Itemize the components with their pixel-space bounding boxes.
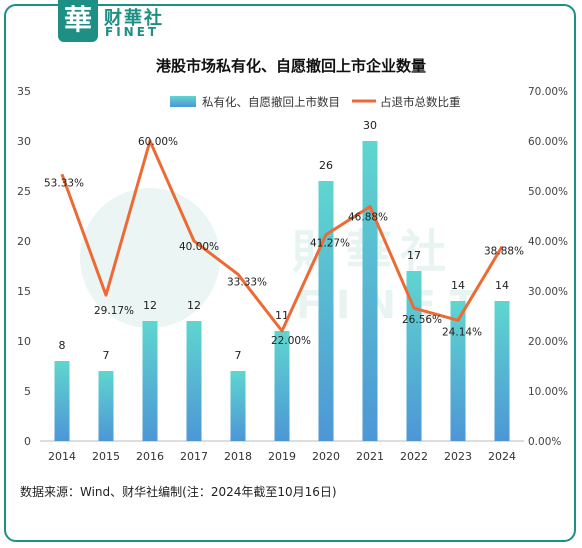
legend-label-bars: 私有化、自愿撤回上市数目 xyxy=(202,95,340,109)
x-tick-label: 2016 xyxy=(136,450,164,463)
x-tick-label: 2022 xyxy=(400,450,428,463)
bar-data-label: 7 xyxy=(235,349,242,362)
x-tick-label: 2024 xyxy=(488,450,516,463)
line-point xyxy=(501,246,503,248)
bar-data-label: 8 xyxy=(59,339,66,352)
source-footnote: 数据来源：Wind、财华社编制(注：2024年截至10月16日) xyxy=(20,485,337,499)
line-data-label: 38.88% xyxy=(484,246,524,258)
y-left-tick-label: 5 xyxy=(24,385,31,398)
bar-data-label: 12 xyxy=(187,299,201,312)
y-right-tick-label: 70.00% xyxy=(528,86,568,98)
line-data-label: 46.88% xyxy=(348,212,388,224)
bar-series: 8 7 12 12 7 11 26 30 17 14 14 xyxy=(54,119,510,441)
legend-swatch-bars xyxy=(170,96,196,107)
bar xyxy=(142,321,158,441)
y-right-tick-label: 30.00% xyxy=(528,286,568,298)
y-right-tick-label: 40.00% xyxy=(528,236,568,248)
y-right-tick-label: 60.00% xyxy=(528,136,568,148)
x-tick-label: 2018 xyxy=(224,450,252,463)
line-point xyxy=(413,307,415,309)
line-point xyxy=(237,273,239,275)
line-point xyxy=(61,173,63,175)
line-series: 53.33% 29.17% 60.00% 40.00% 33.33% 22.00% 41.2… xyxy=(44,136,524,347)
y-left-tick-label: 0 xyxy=(24,435,31,448)
bar-data-label: 11 xyxy=(275,309,289,322)
line-point xyxy=(325,234,327,236)
logo-name-en: FINET xyxy=(105,25,160,39)
line-point xyxy=(281,330,283,332)
bar-data-label: 30 xyxy=(363,119,377,132)
line-point xyxy=(105,294,107,296)
y-left-tick-label: 30 xyxy=(17,135,31,148)
x-tick-label: 2015 xyxy=(92,450,120,463)
y-right-tick-label: 20.00% xyxy=(528,336,568,348)
line-data-label: 41.27% xyxy=(310,238,350,250)
line-data-label: 26.56% xyxy=(402,314,442,326)
chart-title: 港股市场私有化、自愿撤回上市企业数量 xyxy=(156,57,426,75)
x-tick-label: 2019 xyxy=(268,450,296,463)
bar xyxy=(494,301,510,441)
y-left-tick-label: 15 xyxy=(17,285,31,298)
logo-name-cn: 财華社 xyxy=(104,8,164,29)
y-left-tick-label: 20 xyxy=(17,235,31,248)
line-data-label: 33.33% xyxy=(227,276,267,288)
legend-label-line: 占退市总数比重 xyxy=(380,95,461,109)
bar xyxy=(450,301,466,441)
line-data-label: 24.14% xyxy=(442,326,482,338)
bar xyxy=(230,371,246,441)
line-point xyxy=(193,240,195,242)
bar xyxy=(362,141,378,441)
x-tick-label: 2023 xyxy=(444,450,472,463)
bar xyxy=(274,331,290,441)
y-left-tick-label: 10 xyxy=(17,335,31,348)
bar xyxy=(186,321,202,441)
x-tick-label: 2017 xyxy=(180,450,208,463)
y-right-tick-label: 0.00% xyxy=(528,436,561,448)
chart-legend: 私有化、自愿撤回上市数目 占退市总数比重 xyxy=(170,95,461,109)
logo-badge: 華 xyxy=(58,0,98,42)
line-point xyxy=(369,206,371,208)
x-tick-label: 2014 xyxy=(48,450,76,463)
y-left-tick-label: 35 xyxy=(17,85,31,98)
line-data-label: 22.00% xyxy=(271,335,311,347)
line-point xyxy=(457,319,459,321)
y-right-tick-label: 10.00% xyxy=(528,386,568,398)
bar xyxy=(98,371,114,441)
bar-data-label: 14 xyxy=(495,279,509,292)
x-tick-label: 2020 xyxy=(312,450,340,463)
bar xyxy=(318,181,334,441)
line-point xyxy=(149,140,151,142)
bar-data-label: 26 xyxy=(319,159,333,172)
y-right-tick-label: 50.00% xyxy=(528,186,568,198)
bar xyxy=(54,361,70,441)
watermark: 財華社FINET xyxy=(80,188,476,328)
bar-data-label: 7 xyxy=(103,349,110,362)
line-data-label: 29.17% xyxy=(94,305,134,317)
x-tick-label: 2021 xyxy=(356,450,384,463)
line-data-label: 60.00% xyxy=(138,136,178,148)
y-left-tick-label: 25 xyxy=(17,185,31,198)
bar-data-label: 12 xyxy=(143,299,157,312)
line-data-label: 40.00% xyxy=(179,241,219,253)
finet-logo: 華 财華社 FINET xyxy=(54,0,174,44)
bar-data-label: 17 xyxy=(407,249,421,262)
bar xyxy=(406,271,422,441)
line-data-label: 53.33% xyxy=(44,177,84,189)
bar-data-label: 14 xyxy=(451,279,465,292)
